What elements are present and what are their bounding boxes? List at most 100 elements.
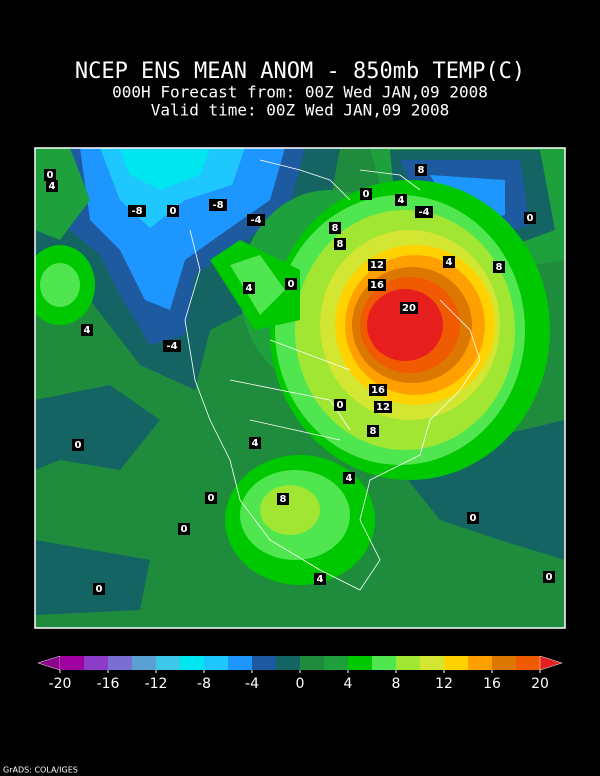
contour-label: 8 bbox=[280, 494, 287, 505]
field bbox=[40, 263, 80, 307]
contour-label-box bbox=[314, 573, 326, 585]
contour-label: 8 bbox=[332, 223, 339, 234]
colorbar-box bbox=[444, 656, 468, 670]
contour-label-box bbox=[367, 425, 379, 437]
colorbar-box bbox=[492, 656, 516, 670]
colorbar: -20 -16 -12 -8 -4 0 4 8 12 16 20 bbox=[37, 655, 563, 692]
contour-label-box bbox=[443, 256, 455, 268]
contour-label: 0 bbox=[288, 279, 295, 290]
contour-label: 8 bbox=[370, 426, 377, 437]
contour-label: -8 bbox=[131, 206, 142, 217]
contour-label-box bbox=[329, 222, 341, 234]
contour-label-box bbox=[415, 206, 433, 218]
contour-label-box bbox=[277, 493, 289, 505]
contour-label-box bbox=[368, 279, 386, 291]
border bbox=[229, 339, 351, 441]
contour-label: 0 bbox=[47, 170, 54, 181]
colorbar-box bbox=[324, 656, 348, 670]
colorbar-tick-label: 4 bbox=[344, 676, 353, 692]
contour-label: 0 bbox=[546, 572, 553, 583]
contour-label: 0 bbox=[363, 189, 370, 200]
contour-label-box bbox=[400, 302, 418, 314]
contour-label: 4 bbox=[317, 574, 324, 585]
contour-label: 0 bbox=[170, 206, 177, 217]
contour-label: 0 bbox=[208, 493, 215, 504]
contour-label-box bbox=[415, 164, 427, 176]
colorbar-box bbox=[372, 656, 396, 670]
colorbar-box bbox=[300, 656, 324, 670]
contour-label-box bbox=[334, 238, 346, 250]
map-frame bbox=[34, 147, 566, 629]
colorbar-box bbox=[348, 656, 372, 670]
colorbar-tick-label: 0 bbox=[296, 676, 305, 692]
contour-label-box bbox=[247, 214, 265, 226]
contour-label-box bbox=[369, 384, 387, 396]
contour-label-box bbox=[467, 512, 479, 524]
colorbar-tick-label: 8 bbox=[392, 676, 401, 692]
contour-label-box bbox=[374, 401, 392, 413]
contour-label: 0 bbox=[96, 584, 103, 595]
coastline bbox=[259, 159, 421, 201]
contour-label-box bbox=[178, 523, 190, 535]
contour-label-box bbox=[343, 472, 355, 484]
map-fields bbox=[35, 148, 565, 628]
contour-label-box bbox=[167, 205, 179, 217]
coastlines bbox=[184, 159, 481, 591]
contour-label-box bbox=[334, 399, 346, 411]
colorbar-box bbox=[516, 656, 540, 670]
contour-label-box bbox=[368, 259, 386, 271]
colorbar-box bbox=[396, 656, 420, 670]
contour-label: 0 bbox=[470, 513, 477, 524]
contour-label: 4 bbox=[446, 257, 453, 268]
contour-label: 0 bbox=[527, 213, 534, 224]
colorbar-arrow bbox=[539, 655, 563, 671]
contour-label-box bbox=[81, 324, 93, 336]
contour-label: -4 bbox=[250, 215, 261, 226]
colorbar-box bbox=[156, 656, 180, 670]
colorbar-box bbox=[132, 656, 156, 670]
contour-label: 16 bbox=[371, 385, 385, 396]
field bbox=[120, 150, 210, 190]
colorbar-tick-label: -4 bbox=[245, 676, 259, 692]
contour-label-box bbox=[249, 437, 261, 449]
colorbar-box bbox=[228, 656, 252, 670]
contour-label: -4 bbox=[166, 341, 177, 352]
colorbar-box bbox=[108, 656, 132, 670]
colorbar-box bbox=[204, 656, 228, 670]
colorbar-box bbox=[468, 656, 492, 670]
colorbar-tick-label: -20 bbox=[49, 676, 72, 692]
contour-label-box bbox=[44, 169, 56, 181]
colorbar-tick-label: -8 bbox=[197, 676, 211, 692]
colorbar-box bbox=[252, 656, 276, 670]
colorbar-tick-label: -12 bbox=[145, 676, 168, 692]
subtitle: Valid time: 00Z Wed JAN,09 2008 bbox=[151, 101, 450, 120]
colorbar-tick-label: 16 bbox=[483, 676, 501, 692]
contour-label: 4 bbox=[84, 325, 91, 336]
contour-label: 8 bbox=[337, 239, 344, 250]
field bbox=[35, 540, 150, 615]
contour-label: 4 bbox=[252, 438, 259, 449]
contour-label-box bbox=[543, 571, 555, 583]
contour-label: 0 bbox=[337, 400, 344, 411]
field bbox=[260, 485, 320, 535]
contour-label-box bbox=[360, 188, 372, 200]
field bbox=[230, 255, 285, 315]
contour-label: 4 bbox=[49, 181, 56, 192]
contour-label: 16 bbox=[370, 280, 384, 291]
footer: GrADS: COLA/IGES bbox=[3, 766, 78, 775]
contour-label: 0 bbox=[75, 440, 82, 451]
contour-label-box bbox=[205, 492, 217, 504]
contour-label: 20 bbox=[402, 303, 416, 314]
colorbar-tick-label: -16 bbox=[97, 676, 120, 692]
contour-label-box bbox=[285, 278, 297, 290]
subtitle: 000H Forecast from: 00Z Wed JAN,09 2008 bbox=[112, 83, 488, 102]
contour-label: 4 bbox=[398, 195, 405, 206]
contour-label: 8 bbox=[496, 262, 503, 273]
contour-label-box bbox=[243, 282, 255, 294]
contour-label-box bbox=[128, 205, 146, 217]
contour-label: 12 bbox=[376, 402, 390, 413]
field bbox=[367, 289, 443, 361]
contour-label-box bbox=[493, 261, 505, 273]
